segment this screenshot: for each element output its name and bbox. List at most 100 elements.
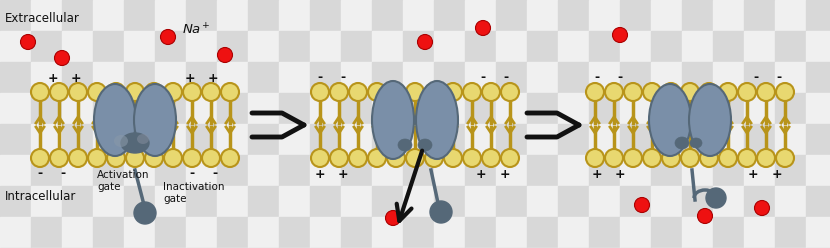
Circle shape	[164, 83, 182, 101]
Circle shape	[776, 83, 794, 101]
Bar	[341, 124, 372, 155]
Circle shape	[202, 83, 220, 101]
Circle shape	[634, 197, 650, 213]
Bar	[186, 217, 217, 248]
Bar	[465, 0, 496, 31]
Bar	[155, 31, 186, 62]
Circle shape	[681, 149, 699, 167]
Bar	[372, 155, 403, 186]
Bar	[806, 186, 830, 217]
Text: -: -	[594, 71, 599, 85]
Text: Na$^+$: Na$^+$	[182, 22, 211, 37]
Bar	[558, 124, 589, 155]
Text: +: +	[315, 167, 325, 181]
Bar	[217, 186, 248, 217]
Bar	[682, 124, 713, 155]
Bar	[713, 155, 744, 186]
Bar	[372, 186, 403, 217]
Circle shape	[31, 149, 49, 167]
Bar	[155, 155, 186, 186]
Bar	[310, 62, 341, 93]
Text: -: -	[481, 71, 486, 85]
Circle shape	[349, 83, 367, 101]
Bar	[589, 93, 620, 124]
Bar	[806, 0, 830, 31]
Bar	[651, 186, 682, 217]
Bar	[558, 186, 589, 217]
Bar	[775, 217, 806, 248]
Bar	[403, 31, 434, 62]
Circle shape	[643, 149, 661, 167]
Ellipse shape	[137, 134, 149, 144]
Bar	[62, 155, 93, 186]
Text: Intracellular: Intracellular	[5, 190, 76, 203]
Circle shape	[738, 149, 756, 167]
Circle shape	[757, 83, 775, 101]
Bar	[31, 217, 62, 248]
Bar	[434, 186, 465, 217]
Circle shape	[160, 30, 175, 44]
Ellipse shape	[134, 84, 176, 156]
Bar	[806, 31, 830, 62]
Bar	[124, 31, 155, 62]
Circle shape	[145, 149, 163, 167]
Bar	[341, 155, 372, 186]
Circle shape	[202, 149, 220, 167]
Bar	[62, 62, 93, 93]
Circle shape	[719, 83, 737, 101]
Circle shape	[643, 83, 661, 101]
Circle shape	[662, 83, 680, 101]
Circle shape	[754, 200, 769, 216]
Circle shape	[501, 83, 519, 101]
Bar	[279, 93, 310, 124]
Bar	[0, 93, 31, 124]
Text: +: +	[476, 167, 486, 181]
Text: -: -	[504, 71, 509, 85]
Bar	[589, 0, 620, 31]
Bar	[682, 93, 713, 124]
Bar	[372, 31, 403, 62]
Bar	[806, 124, 830, 155]
Ellipse shape	[675, 137, 689, 149]
Bar	[279, 155, 310, 186]
Bar	[31, 124, 62, 155]
Circle shape	[417, 34, 432, 50]
Bar	[155, 217, 186, 248]
Circle shape	[349, 149, 367, 167]
Bar	[279, 31, 310, 62]
Bar	[155, 93, 186, 124]
Circle shape	[107, 149, 125, 167]
Bar	[527, 0, 558, 31]
Bar	[806, 217, 830, 248]
Circle shape	[330, 149, 348, 167]
Bar	[124, 124, 155, 155]
Bar	[372, 0, 403, 31]
Circle shape	[501, 149, 519, 167]
Bar	[155, 0, 186, 31]
Bar	[558, 0, 589, 31]
Bar	[248, 62, 279, 93]
Bar	[31, 31, 62, 62]
Text: -: -	[754, 71, 759, 85]
Circle shape	[681, 83, 699, 101]
Bar	[496, 0, 527, 31]
Text: -: -	[61, 167, 66, 181]
Bar	[93, 0, 124, 31]
Circle shape	[311, 83, 329, 101]
Bar	[155, 124, 186, 155]
Bar	[434, 217, 465, 248]
Circle shape	[425, 149, 443, 167]
Bar	[62, 93, 93, 124]
Circle shape	[406, 149, 424, 167]
Text: Activation
gate: Activation gate	[97, 170, 149, 192]
Bar	[186, 31, 217, 62]
Ellipse shape	[121, 133, 149, 153]
Bar	[0, 124, 31, 155]
Circle shape	[221, 149, 239, 167]
Bar	[434, 0, 465, 31]
Circle shape	[757, 149, 775, 167]
Bar	[248, 124, 279, 155]
Bar	[620, 124, 651, 155]
Bar	[434, 31, 465, 62]
Bar	[217, 217, 248, 248]
